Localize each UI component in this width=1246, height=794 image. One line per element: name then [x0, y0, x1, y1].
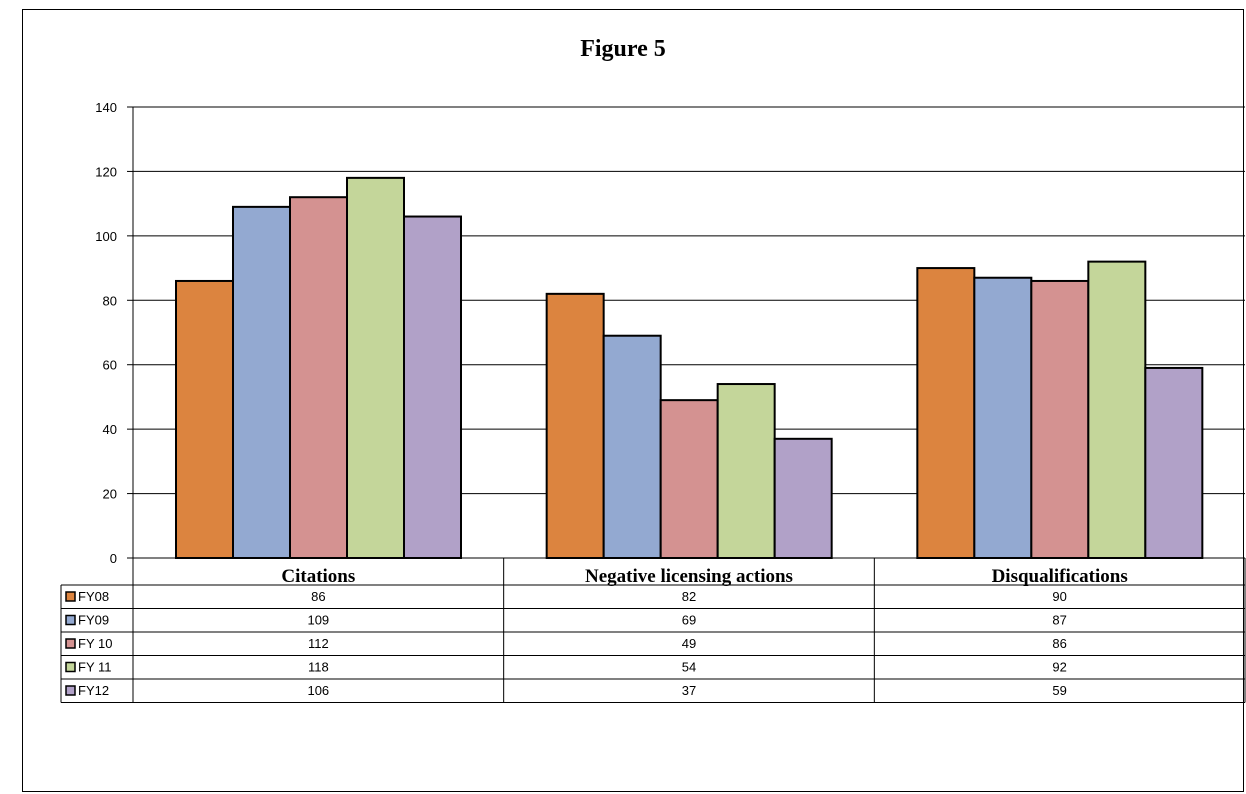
y-tick-label: 0 [110, 551, 117, 566]
bar [773, 437, 833, 559]
category-label: Citations [281, 566, 355, 587]
table-cell-value: 49 [682, 636, 696, 651]
table-cell-value: 90 [1052, 589, 1066, 604]
legend-label: FY 10 [78, 636, 112, 651]
bar [289, 196, 348, 559]
table-cell-value: 54 [682, 660, 696, 675]
y-tick-label: 140 [95, 100, 117, 115]
table-cell-value: 86 [1052, 636, 1066, 651]
table-cell-value: 69 [682, 613, 696, 628]
bar [1087, 260, 1147, 559]
bar [403, 215, 462, 559]
bar [916, 267, 976, 559]
bar [346, 176, 405, 559]
table-cell-value: 106 [307, 683, 329, 698]
bar [175, 279, 234, 559]
y-tick-label: 120 [95, 164, 117, 179]
table-cell-value: 109 [307, 613, 329, 628]
table-cell-value: 86 [311, 589, 325, 604]
table-cell-value: 87 [1052, 613, 1066, 628]
bar [232, 205, 291, 559]
bar [602, 334, 662, 559]
legend-swatch [65, 614, 76, 626]
y-tick-label: 40 [103, 422, 117, 437]
table-cell-value: 92 [1052, 660, 1066, 675]
bar [545, 292, 605, 559]
table-cell-value: 82 [682, 589, 696, 604]
bar [1030, 279, 1090, 559]
legend-label: FY12 [78, 683, 109, 698]
chart-title: Figure 5 [580, 36, 666, 62]
table-cell-value: 118 [308, 660, 329, 675]
legend-swatch [65, 638, 76, 649]
legend-label: FY 11 [78, 660, 111, 675]
y-tick-label: 100 [95, 229, 117, 244]
legend-swatch [65, 591, 76, 602]
bar [716, 383, 776, 559]
table-cell-value: 112 [308, 636, 329, 651]
category-label: Negative licensing actions [585, 566, 793, 587]
table-cell-value: 59 [1052, 683, 1066, 698]
y-tick-label: 60 [103, 358, 117, 373]
y-tick-label: 20 [103, 487, 117, 502]
bar [659, 399, 719, 559]
bar [1144, 366, 1204, 559]
table-cell-value: 37 [682, 683, 696, 698]
bar [973, 276, 1033, 559]
y-tick-label: 80 [103, 293, 117, 308]
category-label: Disqualifications [992, 566, 1128, 587]
legend-swatch [65, 685, 76, 696]
legend-label: FY08 [78, 589, 109, 604]
legend-label: FY09 [78, 613, 109, 628]
legend-swatch [65, 661, 76, 673]
